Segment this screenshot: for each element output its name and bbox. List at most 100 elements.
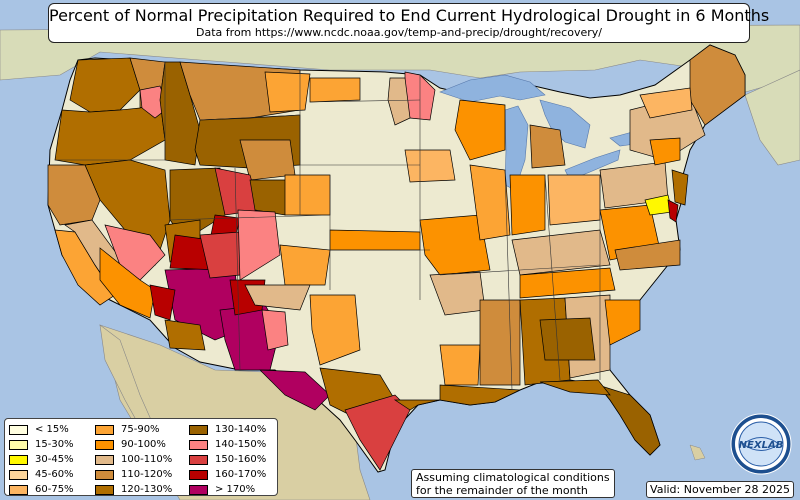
legend-swatch	[95, 424, 114, 435]
region-nm-pink2	[261, 309, 289, 351]
region-nm-pink	[237, 209, 281, 281]
legend-label: 140-150%	[215, 438, 267, 450]
region-sc-nc	[604, 299, 641, 346]
canada-east	[744, 69, 800, 166]
legend-label: 100-110%	[121, 453, 173, 465]
legend-item: < 15%	[9, 422, 74, 437]
state-boundaries	[55, 62, 601, 391]
region-ca-pink	[104, 224, 166, 281]
legend-label: 15-30%	[35, 438, 74, 450]
legend-item: 30-45%	[9, 452, 74, 467]
legend-label: 110-120%	[121, 468, 173, 480]
region-tx-north	[244, 284, 311, 311]
legend-swatch	[9, 439, 28, 450]
legend-swatch	[95, 439, 114, 450]
legend-label: 130-140%	[215, 423, 267, 435]
legend-swatch	[9, 424, 28, 435]
legend-item: 75-90%	[95, 422, 172, 437]
legend-swatch	[189, 484, 208, 495]
legend-item: 120-130%	[95, 482, 172, 497]
region-az-south	[164, 319, 206, 351]
region-fl-panhandle	[539, 379, 611, 396]
logo-text: NEXLAB	[739, 440, 784, 451]
region-la-brown	[439, 384, 522, 406]
map-subtitle: Data from https://www.ncdc.noaa.gov/temp…	[196, 26, 602, 39]
region-mi-lower	[529, 124, 566, 169]
region-ia-mn	[404, 149, 456, 183]
region-oh	[547, 174, 601, 226]
region-wi	[454, 99, 506, 161]
legend-item: 110-120%	[95, 467, 172, 482]
legend-label: 120-130%	[121, 483, 173, 495]
legend-item: 100-110%	[95, 452, 172, 467]
lake-superior	[439, 74, 546, 103]
legend-item: > 170%	[189, 482, 266, 497]
legend-item: 130-140%	[189, 422, 266, 437]
region-wy-mid	[239, 139, 296, 181]
legend-item: 15-30%	[9, 437, 74, 452]
region-ca-south	[99, 247, 156, 319]
legend-item: 150-160%	[189, 452, 266, 467]
region-tx-gulf	[393, 399, 441, 411]
legend-swatch	[95, 484, 114, 495]
legend-column-3: 130-140% 140-150% 150-160% 160-170% > 170%	[189, 422, 266, 497]
region-mt-east	[264, 71, 311, 113]
region-nj	[671, 169, 689, 206]
region-ny-orange	[649, 137, 681, 166]
region-la-west	[439, 344, 481, 386]
legend-label: > 170%	[215, 483, 256, 495]
region-fl	[597, 384, 661, 456]
legend-item: 90-100%	[95, 437, 172, 452]
region-ga-brown	[539, 317, 596, 361]
legend-label: 30-45%	[35, 453, 74, 465]
note-line-1: Assuming climatological conditions	[416, 471, 610, 484]
legend-swatch	[189, 439, 208, 450]
legend: < 15% 15-30% 30-45% 45-60% 60-75% 75-90% 90-1…	[4, 418, 278, 496]
region-co-east	[284, 174, 331, 216]
legend-item: 60-75%	[9, 482, 74, 497]
region-tx-coast	[344, 394, 411, 471]
note-line-2: for the remainder of the month	[416, 484, 588, 497]
region-az-red	[149, 284, 176, 321]
assumption-note: Assuming climatological conditions for t…	[411, 469, 615, 498]
legend-label: < 15%	[35, 423, 69, 435]
region-tn	[519, 267, 616, 299]
legend-swatch	[9, 454, 28, 465]
legend-swatch	[95, 469, 114, 480]
region-tx-maroon	[259, 369, 331, 411]
region-in	[509, 174, 546, 236]
legend-label: 60-75%	[35, 483, 74, 495]
legend-swatch	[95, 454, 114, 465]
legend-label: 150-160%	[215, 453, 267, 465]
legend-item: 140-150%	[189, 437, 266, 452]
region-de	[667, 199, 679, 223]
legend-column-1: < 15% 15-30% 30-45% 45-60% 60-75%	[9, 422, 74, 497]
region-ny-north	[639, 87, 693, 119]
region-tx-west	[309, 294, 361, 366]
valid-date: Valid: November 28 2025	[646, 481, 794, 498]
legend-item: 160-170%	[189, 467, 266, 482]
region-mo	[419, 214, 491, 276]
legend-swatch	[9, 469, 28, 480]
lake-huron	[539, 99, 591, 149]
legend-label: 90-100%	[121, 438, 166, 450]
nexlab-logo: NEXLAB	[730, 413, 792, 475]
legend-swatch	[189, 424, 208, 435]
region-va	[614, 239, 681, 271]
region-mn-tan	[387, 77, 411, 126]
legend-label: 160-170%	[215, 468, 267, 480]
region-il	[469, 164, 511, 241]
region-ky	[511, 229, 611, 276]
region-ks-east	[329, 229, 421, 251]
legend-swatch	[9, 484, 28, 495]
legend-swatch	[189, 469, 208, 480]
legend-column-2: 75-90% 90-100% 100-110% 110-120% 120-130%	[95, 422, 172, 497]
region-co-mid	[249, 179, 291, 216]
region-tx-panhandle	[279, 244, 331, 286]
map-title: Percent of Normal Precipitation Required…	[49, 6, 770, 25]
legend-item: 45-60%	[9, 467, 74, 482]
region-new-england	[689, 44, 746, 126]
region-ms	[479, 299, 521, 386]
